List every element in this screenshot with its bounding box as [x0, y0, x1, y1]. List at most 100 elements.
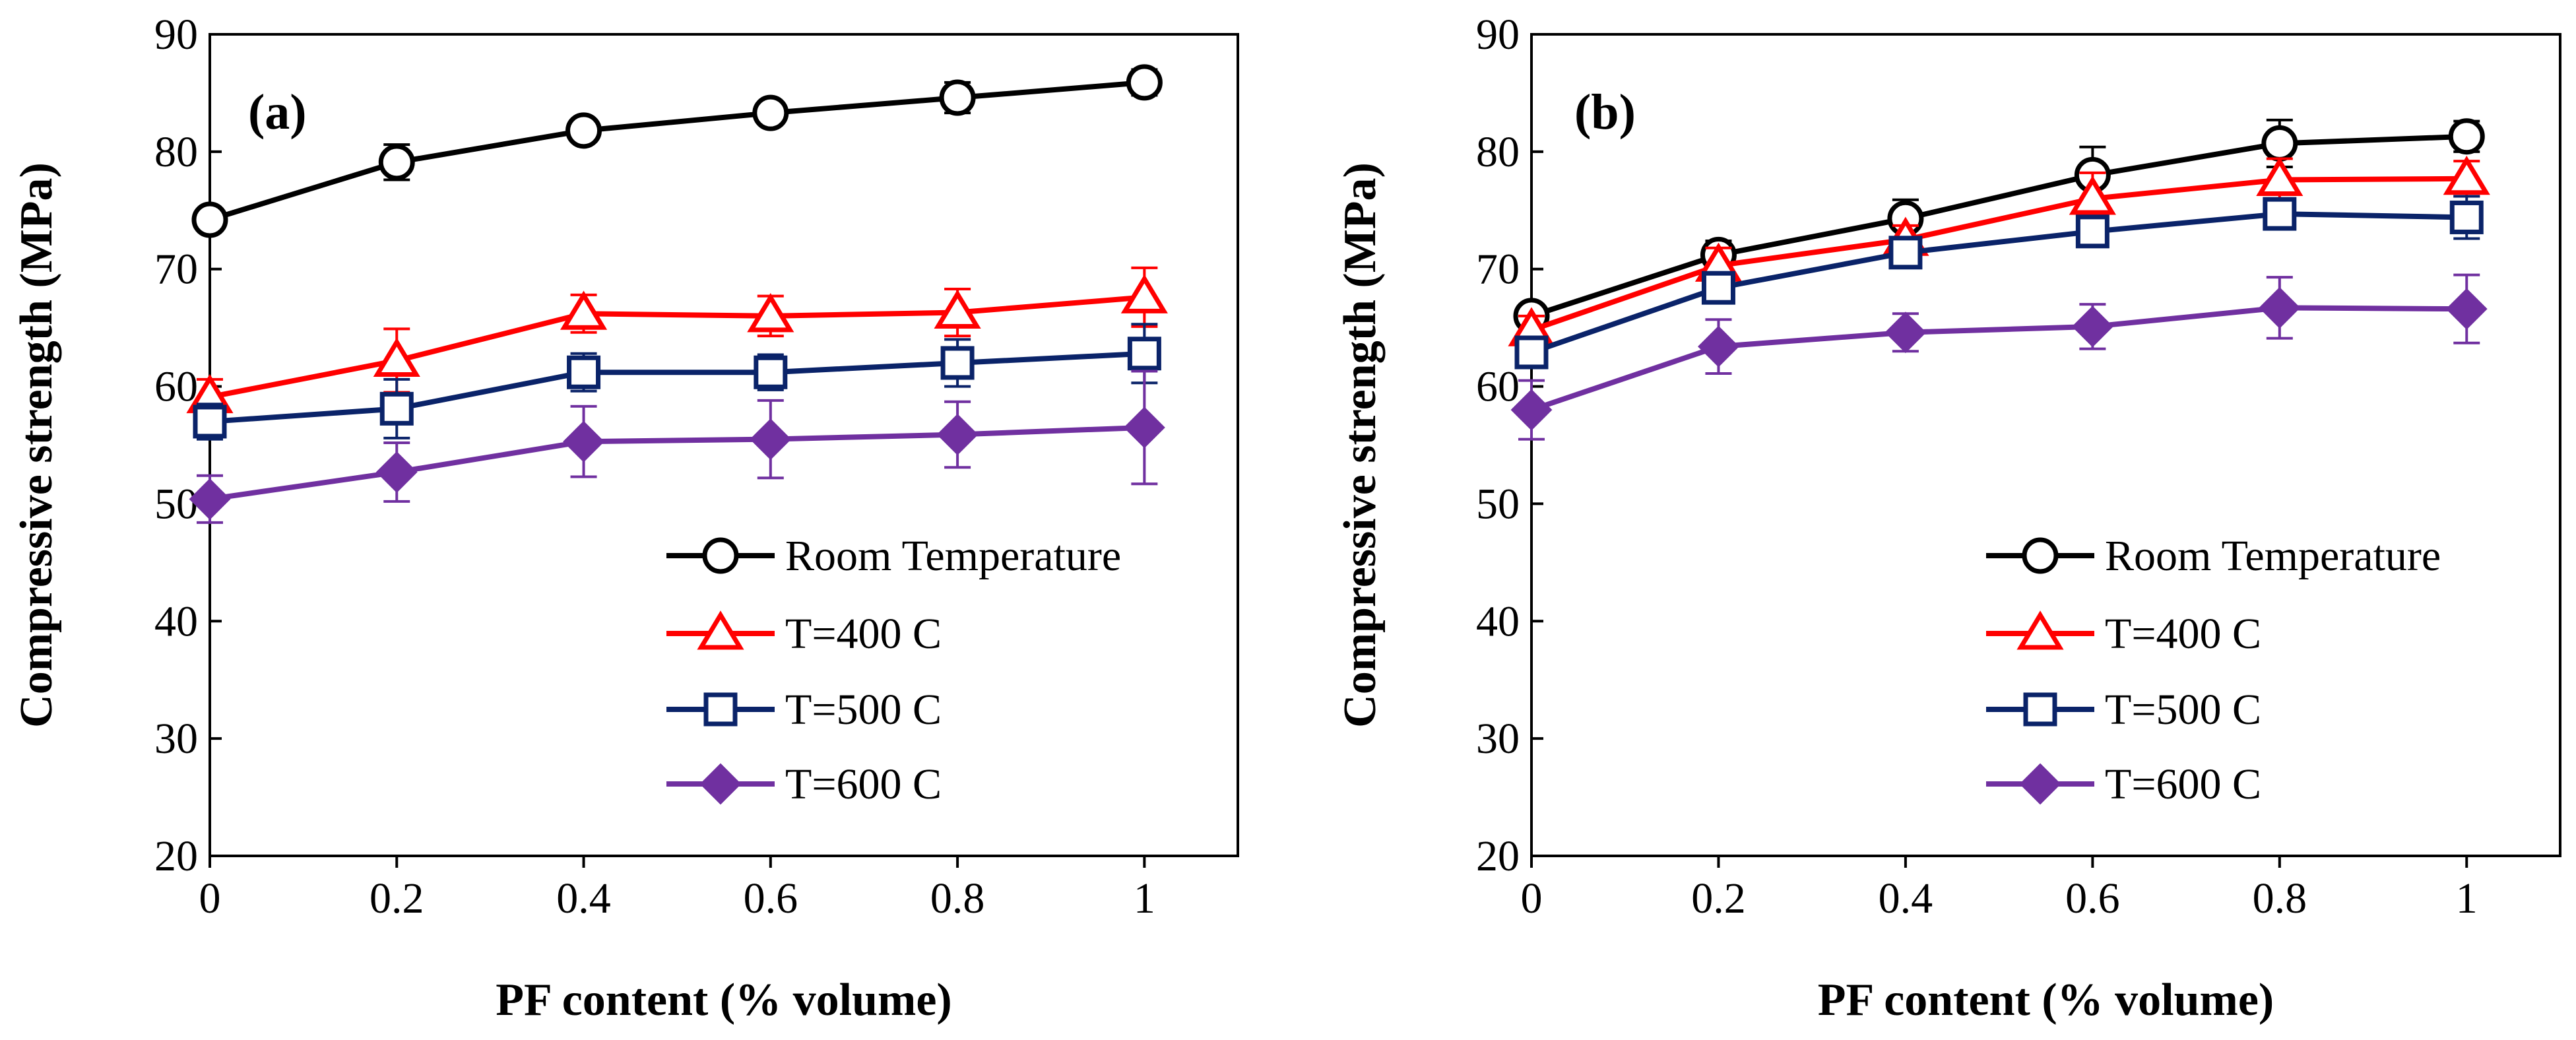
legend-label: T=500 C [785, 686, 942, 734]
data-point [2071, 306, 2113, 348]
data-point [567, 355, 601, 389]
series-line [209, 294, 1145, 400]
series-room-temperature [1513, 118, 2485, 335]
data-point [193, 405, 227, 439]
legend-marker [2019, 763, 2061, 805]
data-point [2448, 118, 2485, 155]
y-tick-label: 90 [1476, 11, 1520, 59]
y-tick-label: 60 [154, 363, 198, 411]
data-point [191, 201, 228, 238]
x-tick-label: 0.4 [556, 874, 611, 923]
y-tick-label: 90 [154, 11, 198, 59]
data-point [565, 112, 602, 149]
y-tick-label: 50 [154, 480, 198, 528]
y-axis-title: Compressive strength (MPa) [1335, 162, 1386, 728]
x-tick-label: 0.2 [370, 874, 424, 923]
data-point [378, 144, 415, 181]
x-tick-label: 0.8 [930, 874, 985, 923]
data-point [2263, 197, 2297, 231]
data-point [560, 290, 608, 330]
series-t-500-c [193, 323, 1161, 441]
legend-entry: T=400 C [1986, 610, 2261, 658]
legend-label: T=500 C [2105, 686, 2261, 734]
legend-label: Room Temperature [2105, 532, 2441, 580]
x-tick-label: 0 [1521, 874, 1543, 923]
x-axis-title: PF content (% volume) [1818, 975, 2274, 1025]
legend-entry: Room Temperature [1986, 532, 2441, 580]
data-point [1510, 389, 1553, 431]
data-point [2443, 155, 2490, 195]
data-point [940, 346, 975, 380]
series-line [209, 350, 1145, 424]
legend-marker [2022, 537, 2059, 574]
data-point [1123, 406, 1165, 449]
data-point [1888, 236, 1923, 270]
data-point [375, 451, 418, 493]
data-point [1126, 64, 1163, 101]
series-line [1530, 211, 2467, 355]
data-point [2075, 214, 2109, 249]
legend-label: T=400 C [2105, 610, 2261, 658]
x-axis-title: PF content (% volume) [496, 975, 951, 1025]
series-t-600-c [1510, 273, 2488, 441]
data-point [2256, 156, 2303, 197]
data-point [1127, 337, 1161, 371]
legend-marker [2016, 610, 2064, 650]
y-tick-label: 30 [154, 715, 198, 763]
legend-marker [697, 610, 744, 650]
series-t-600-c [189, 370, 1165, 524]
y-tick-label: 40 [154, 597, 198, 645]
data-point [1884, 311, 1927, 354]
legend-label: T=600 C [2105, 760, 2261, 808]
data-point [2259, 286, 2301, 329]
series-room-temperature [191, 64, 1163, 238]
y-tick-label: 30 [1476, 715, 1520, 763]
x-tick-label: 0.2 [1691, 874, 1746, 923]
y-tick-label: 60 [1476, 363, 1520, 411]
series-line [1530, 305, 2467, 412]
series-line [1530, 133, 2467, 319]
plot-frame [209, 33, 1239, 857]
x-tick-label: 0 [199, 874, 221, 923]
legend-marker [703, 692, 738, 727]
data-point [754, 355, 788, 389]
data-point [2261, 125, 2298, 162]
y-axis-title: Compressive strength (MPa) [11, 162, 62, 728]
y-tick-label: 40 [1476, 597, 1520, 645]
legend-marker [699, 763, 742, 805]
y-tick-label: 20 [1476, 832, 1520, 880]
series-t-400-c [186, 266, 1168, 416]
data-point [936, 414, 979, 455]
data-point [1701, 271, 1735, 305]
data-point [2445, 288, 2488, 330]
legend-entry: T=500 C [666, 686, 942, 734]
legend-entry: T=500 C [1986, 686, 2261, 734]
x-tick-label: 0.8 [2253, 874, 2307, 923]
x-tick-label: 0.4 [1879, 874, 1933, 923]
plot-frame [1530, 33, 2561, 857]
y-tick-label: 80 [1476, 128, 1520, 176]
data-point [2449, 200, 2484, 234]
data-point [1514, 335, 1549, 370]
legend-entry: T=600 C [666, 760, 942, 808]
panel-label: (a) [248, 84, 307, 140]
chart-panel-a: 20 30 40 50 60 70 80 90 0 0.2 0.4 0.6 0.8 1 PF content… [11, 11, 1239, 1025]
x-tick-label: 0.6 [2065, 874, 2120, 923]
data-point [1698, 325, 1739, 368]
legend-entry: Room Temperature [666, 532, 1121, 580]
legend-label: T=600 C [785, 760, 942, 808]
y-tick-label: 70 [154, 245, 198, 294]
data-point [747, 293, 794, 333]
panel-label: (b) [1574, 84, 1636, 140]
data-point [379, 391, 414, 426]
y-tick-label: 20 [154, 832, 198, 880]
y-tick-label: 50 [1476, 480, 1520, 528]
series-line [209, 424, 1145, 502]
legend-marker [2023, 692, 2057, 727]
series-t-400-c [1508, 155, 2490, 346]
series-line [209, 79, 1145, 222]
data-point [939, 79, 976, 116]
data-point [373, 337, 420, 377]
